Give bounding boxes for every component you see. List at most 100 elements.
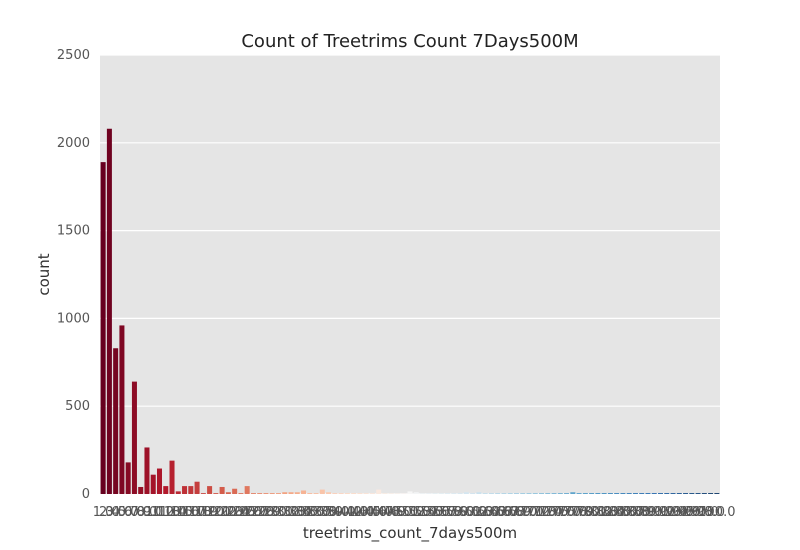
x-tick-label: 88.0 — [634, 505, 663, 520]
x-tick-label: 32.0 — [283, 505, 312, 520]
x-tick-label: 11.0 — [151, 505, 180, 520]
x-tick-label: 68.0 — [508, 505, 537, 520]
x-tick-label: 77.0 — [565, 505, 594, 520]
x-tick-label: 28.0 — [258, 505, 287, 520]
x-tick-label: 46.0 — [370, 505, 399, 520]
bar — [526, 493, 532, 494]
x-tick-label: 44.0 — [358, 505, 387, 520]
x-tick-label: 9.0 — [143, 505, 164, 520]
x-tick-label: 56.0 — [433, 505, 462, 520]
x-tick-label: 16.0 — [183, 505, 212, 520]
x-tick-label: 45.0 — [364, 505, 393, 520]
x-tick-label: 66.0 — [496, 505, 525, 520]
x-axis-label: treetrims_count_7days500m — [303, 524, 517, 543]
x-tick-label: 1.0 — [93, 505, 114, 520]
bar — [319, 489, 325, 494]
x-tick-label: 55.0 — [427, 505, 456, 520]
bar — [394, 493, 400, 494]
bar — [614, 493, 620, 494]
x-tick-label: 20.0 — [208, 505, 237, 520]
x-tick-label: 39.0 — [327, 505, 356, 520]
y-tick-label: 0 — [82, 487, 90, 502]
x-tick-label: 96.0 — [684, 505, 713, 520]
bar — [676, 493, 682, 494]
x-tick-label: 4.0 — [112, 505, 133, 520]
bar — [664, 493, 670, 494]
x-tick-label: 43.0 — [352, 505, 381, 520]
x-tick-label: 21.0 — [214, 505, 243, 520]
x-tick-label: 97.0 — [690, 505, 719, 520]
x-tick-label: 57.0 — [439, 505, 468, 520]
x-tick-label: 64.0 — [483, 505, 512, 520]
bar — [169, 460, 175, 494]
x-tick-label: 75.0 — [552, 505, 581, 520]
bar — [363, 493, 369, 494]
y-tick-label: 2000 — [57, 136, 90, 151]
bar — [119, 325, 125, 494]
bar — [570, 492, 576, 494]
x-tick-label: 90.0 — [646, 505, 675, 520]
bar — [125, 462, 131, 494]
bar — [589, 493, 595, 494]
bar — [188, 486, 194, 494]
x-tick-label: 61.0 — [464, 505, 493, 520]
x-tick-label: 72.0 — [533, 505, 562, 520]
bar — [513, 493, 519, 494]
x-tick-label: 63.0 — [477, 505, 506, 520]
bars — [100, 128, 720, 494]
x-tick-label: 26.0 — [245, 505, 274, 520]
bar — [639, 493, 645, 494]
bar — [689, 493, 695, 494]
bar — [275, 493, 281, 494]
bar — [488, 493, 494, 494]
bar — [708, 493, 714, 494]
bar — [332, 493, 338, 494]
bar — [156, 468, 162, 494]
chart-title: Count of Treetrims Count 7Days500M — [241, 31, 578, 52]
x-tick-label: 29.0 — [264, 505, 293, 520]
x-tick-label: 100.0 — [698, 505, 735, 520]
bar — [257, 493, 263, 494]
bar — [357, 493, 363, 494]
x-tick-label: 60.0 — [458, 505, 487, 520]
x-tick-label: 18.0 — [195, 505, 224, 520]
bar — [232, 488, 238, 494]
x-tick-label: 69.0 — [515, 505, 544, 520]
x-tick-label: 5.0 — [118, 505, 139, 520]
bar — [225, 492, 231, 494]
bar — [520, 493, 526, 494]
bar — [338, 493, 344, 494]
x-tick-label: 12.0 — [158, 505, 187, 520]
bar — [388, 493, 394, 494]
bar — [263, 493, 269, 494]
bar — [288, 492, 294, 494]
x-tick-label: 62.0 — [471, 505, 500, 520]
bar — [451, 493, 457, 494]
bar — [539, 493, 545, 494]
bar — [714, 493, 720, 494]
bar — [651, 493, 657, 494]
bar — [163, 486, 169, 494]
x-tick-label: 50.0 — [396, 505, 425, 520]
y-tick-label: 1500 — [57, 224, 90, 239]
x-tick-label: 14.0 — [170, 505, 199, 520]
x-tick-label: 33.0 — [289, 505, 318, 520]
bar — [701, 493, 707, 494]
bar — [645, 493, 651, 494]
bar — [407, 491, 413, 494]
y-tick-label: 500 — [65, 399, 90, 414]
x-tick-label: 76.0 — [558, 505, 587, 520]
x-tick-label: 49.0 — [389, 505, 418, 520]
bar — [551, 493, 557, 494]
x-tick-label: 24.0 — [233, 505, 262, 520]
x-tick-label: 48.0 — [383, 505, 412, 520]
bar — [207, 486, 213, 494]
bar — [113, 348, 119, 494]
bar — [557, 493, 563, 494]
x-tick-label: 36.0 — [308, 505, 337, 520]
bar — [420, 493, 426, 494]
bar — [438, 493, 444, 494]
x-tick-label: 40.0 — [333, 505, 362, 520]
bar — [301, 490, 307, 494]
